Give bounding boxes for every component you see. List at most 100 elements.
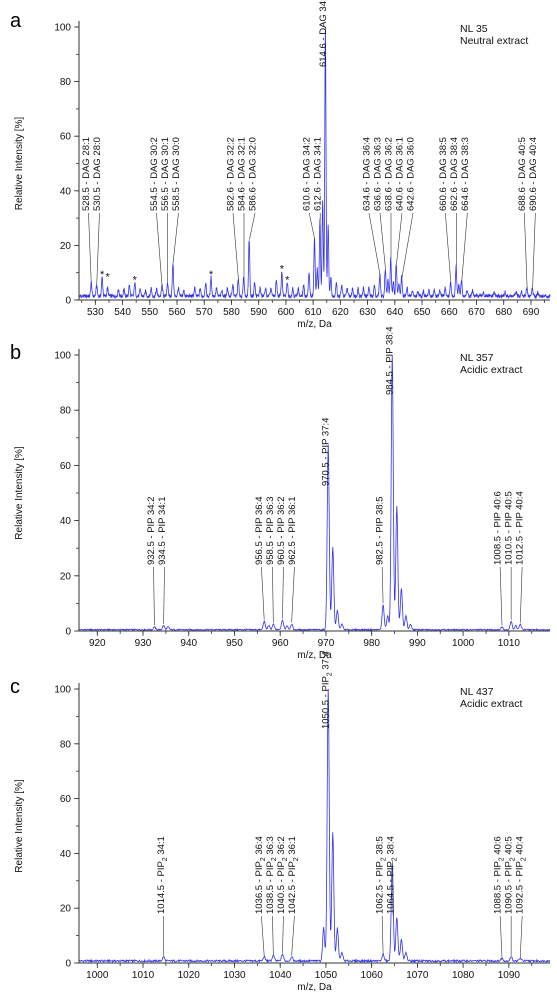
annotation-label-main: 1036.5 - PIP (254, 861, 265, 914)
y-tick-label: 100 (54, 351, 71, 362)
annotation-label: 636.6 - DAG 36:3 (373, 137, 384, 211)
peak-annotation: 982.5 - PIP 38:5 (375, 497, 386, 604)
annotation-label: 582.6 - DAG 32:2 (225, 137, 236, 211)
x-tick-label: 600 (278, 307, 295, 318)
peak-annotation: 530.5 - DAG 28:0 (92, 137, 103, 287)
annotation-leader (163, 566, 165, 624)
peak-annotation: 1014.5 - PIP2 34:1 (156, 836, 169, 956)
annotation-label: 1050.5 - PIP2 37:4 (321, 651, 334, 729)
annotation-leader (272, 915, 274, 955)
annotation-label-suffix: 36:3 (265, 836, 276, 857)
x-tick-label: 970 (318, 638, 335, 649)
peak-annotation: 1040.5 - PIP2 36:2 (276, 836, 289, 954)
y-tick-label: 20 (60, 241, 72, 252)
peak-annotation: 610.6 - DAG 34:2 (302, 137, 316, 240)
peak-annotation: 1008.5 - PIP 40:6 (493, 491, 504, 626)
y-tick-label: 40 (60, 849, 72, 860)
annotation-label: 586.6 - DAG 32:0 (247, 137, 258, 211)
annotation-label: 1090.5 - PIP2 40:5 (504, 836, 517, 914)
peak-annotation: 612.6 - DAG 34:1 (313, 137, 324, 221)
x-tick-label: 930 (135, 638, 152, 649)
x-tick-label: 1010 (498, 638, 521, 649)
x-tick-label: 690 (523, 307, 540, 318)
asterisk-marker: * (100, 269, 105, 281)
peak-annotation: 984.5 - PIP 38:4 (385, 327, 396, 396)
annotation-label: 530.5 - DAG 28:0 (92, 137, 103, 211)
annotation-leader (156, 212, 163, 287)
annotation-leader (272, 566, 274, 623)
peak-annotation: 1042.5 - PIP2 36:1 (287, 836, 300, 956)
annotation-leader (519, 566, 523, 623)
x-tick-label: 1080 (452, 970, 475, 981)
annotation-label: 554.5 - DAG 30:2 (149, 137, 160, 211)
peak-annotation: 1090.5 - PIP2 40:5 (504, 836, 517, 956)
annotation-label-subscript: 2 (260, 857, 267, 861)
y-tick-label: 60 (60, 461, 72, 472)
peak-annotation: 636.6 - DAG 36:3 (373, 137, 386, 270)
y-tick-label: 80 (60, 77, 72, 88)
y-tick-label: 20 (60, 904, 72, 915)
panel-note: Neutral extract (460, 35, 528, 47)
annotation-label-main: 1014.5 - PIP (156, 861, 167, 914)
annotation-label: 1012.5 - PIP 40:4 (515, 491, 526, 565)
panel-label: c (10, 676, 20, 698)
annotation-label: 660.6 - DAG 38:5 (438, 137, 449, 211)
x-tick-label: 920 (89, 638, 106, 649)
annotation-label: 690.6 - DAG 40:4 (528, 137, 539, 211)
annotation-label-subscript: 2 (327, 672, 334, 676)
asterisk-marker: * (209, 269, 214, 281)
peak-annotation: 556.5 - DAG 30:1 (160, 137, 171, 284)
asterisk-marker: * (285, 274, 290, 286)
annotation-leader (308, 212, 316, 240)
asterisk-marker: * (133, 274, 138, 286)
annotation-label: 1062.5 - PIP2 38:5 (375, 836, 388, 914)
annotation-label-main: 1062.5 - PIP (375, 861, 386, 914)
annotation-leader (88, 212, 92, 284)
annotation-label-subscript: 2 (510, 857, 517, 861)
annotation-leader (368, 212, 381, 276)
annotation-label: 664.6 - DAG 38:3 (460, 137, 471, 211)
peak-annotation: 558.5 - DAG 30:0 (171, 137, 182, 265)
peak-annotation: 640.6 - DAG 36:1 (395, 137, 406, 265)
annotation-leader (524, 212, 528, 289)
annotation-label: 610.6 - DAG 34:2 (302, 137, 313, 211)
peak-annotation: 528.5 - DAG 28:1 (81, 137, 92, 284)
annotation-label: 1042.5 - PIP2 36:1 (287, 836, 300, 914)
peak-annotation: 1064.5 - PIP2 38:4 (386, 836, 399, 917)
peak-annotation: 1088.5 - PIP2 40:6 (493, 836, 506, 958)
annotation-label: 528.5 - DAG 28:1 (81, 137, 92, 211)
peak-annotation: 956.5 - PIP 36:4 (254, 497, 265, 620)
panel-note: Acidic extract (460, 364, 523, 376)
peak-annotation: 1012.5 - PIP 40:4 (515, 491, 526, 623)
annotation-leader (282, 566, 284, 619)
peak-annotation: 958.5 - PIP 36:3 (265, 497, 276, 623)
annotation-label: 688.6 - DAG 40:5 (517, 137, 528, 211)
y-axis-label: Relative Intensity [%] (14, 446, 25, 540)
peak-annotation: 1062.5 - PIP2 38:5 (375, 836, 388, 954)
x-tick-label: 1030 (223, 970, 246, 981)
x-tick-label: 1000 (452, 638, 475, 649)
annotation-label-main: 1040.5 - PIP (276, 861, 287, 914)
annotation-label: 982.5 - PIP 38:5 (375, 497, 386, 566)
x-tick-label: 670 (468, 307, 485, 318)
y-tick-label: 100 (54, 23, 71, 34)
peak-annotation: 1036.5 - PIP2 36:4 (254, 836, 267, 956)
annotation-label-subscript: 2 (293, 857, 300, 861)
x-tick-label: 570 (196, 307, 213, 318)
asterisk-marker: * (280, 263, 285, 275)
annotation-leader (282, 915, 284, 954)
y-tick-label: 80 (60, 406, 72, 417)
annotation-leader (381, 915, 384, 954)
y-tick-label: 60 (60, 794, 72, 805)
peak-annotation: 554.5 - DAG 30:2 (149, 137, 163, 287)
annotation-label-suffix: 36:4 (254, 836, 265, 857)
peak-annotation: 638.6 - DAG 36:2 (384, 137, 395, 259)
y-tick-label: 60 (60, 132, 72, 143)
annotation-label-subscript: 2 (282, 857, 289, 861)
annotation-leader (96, 212, 100, 287)
annotation-label-main: 1042.5 - PIP (287, 861, 298, 914)
annotation-leader (396, 212, 403, 265)
